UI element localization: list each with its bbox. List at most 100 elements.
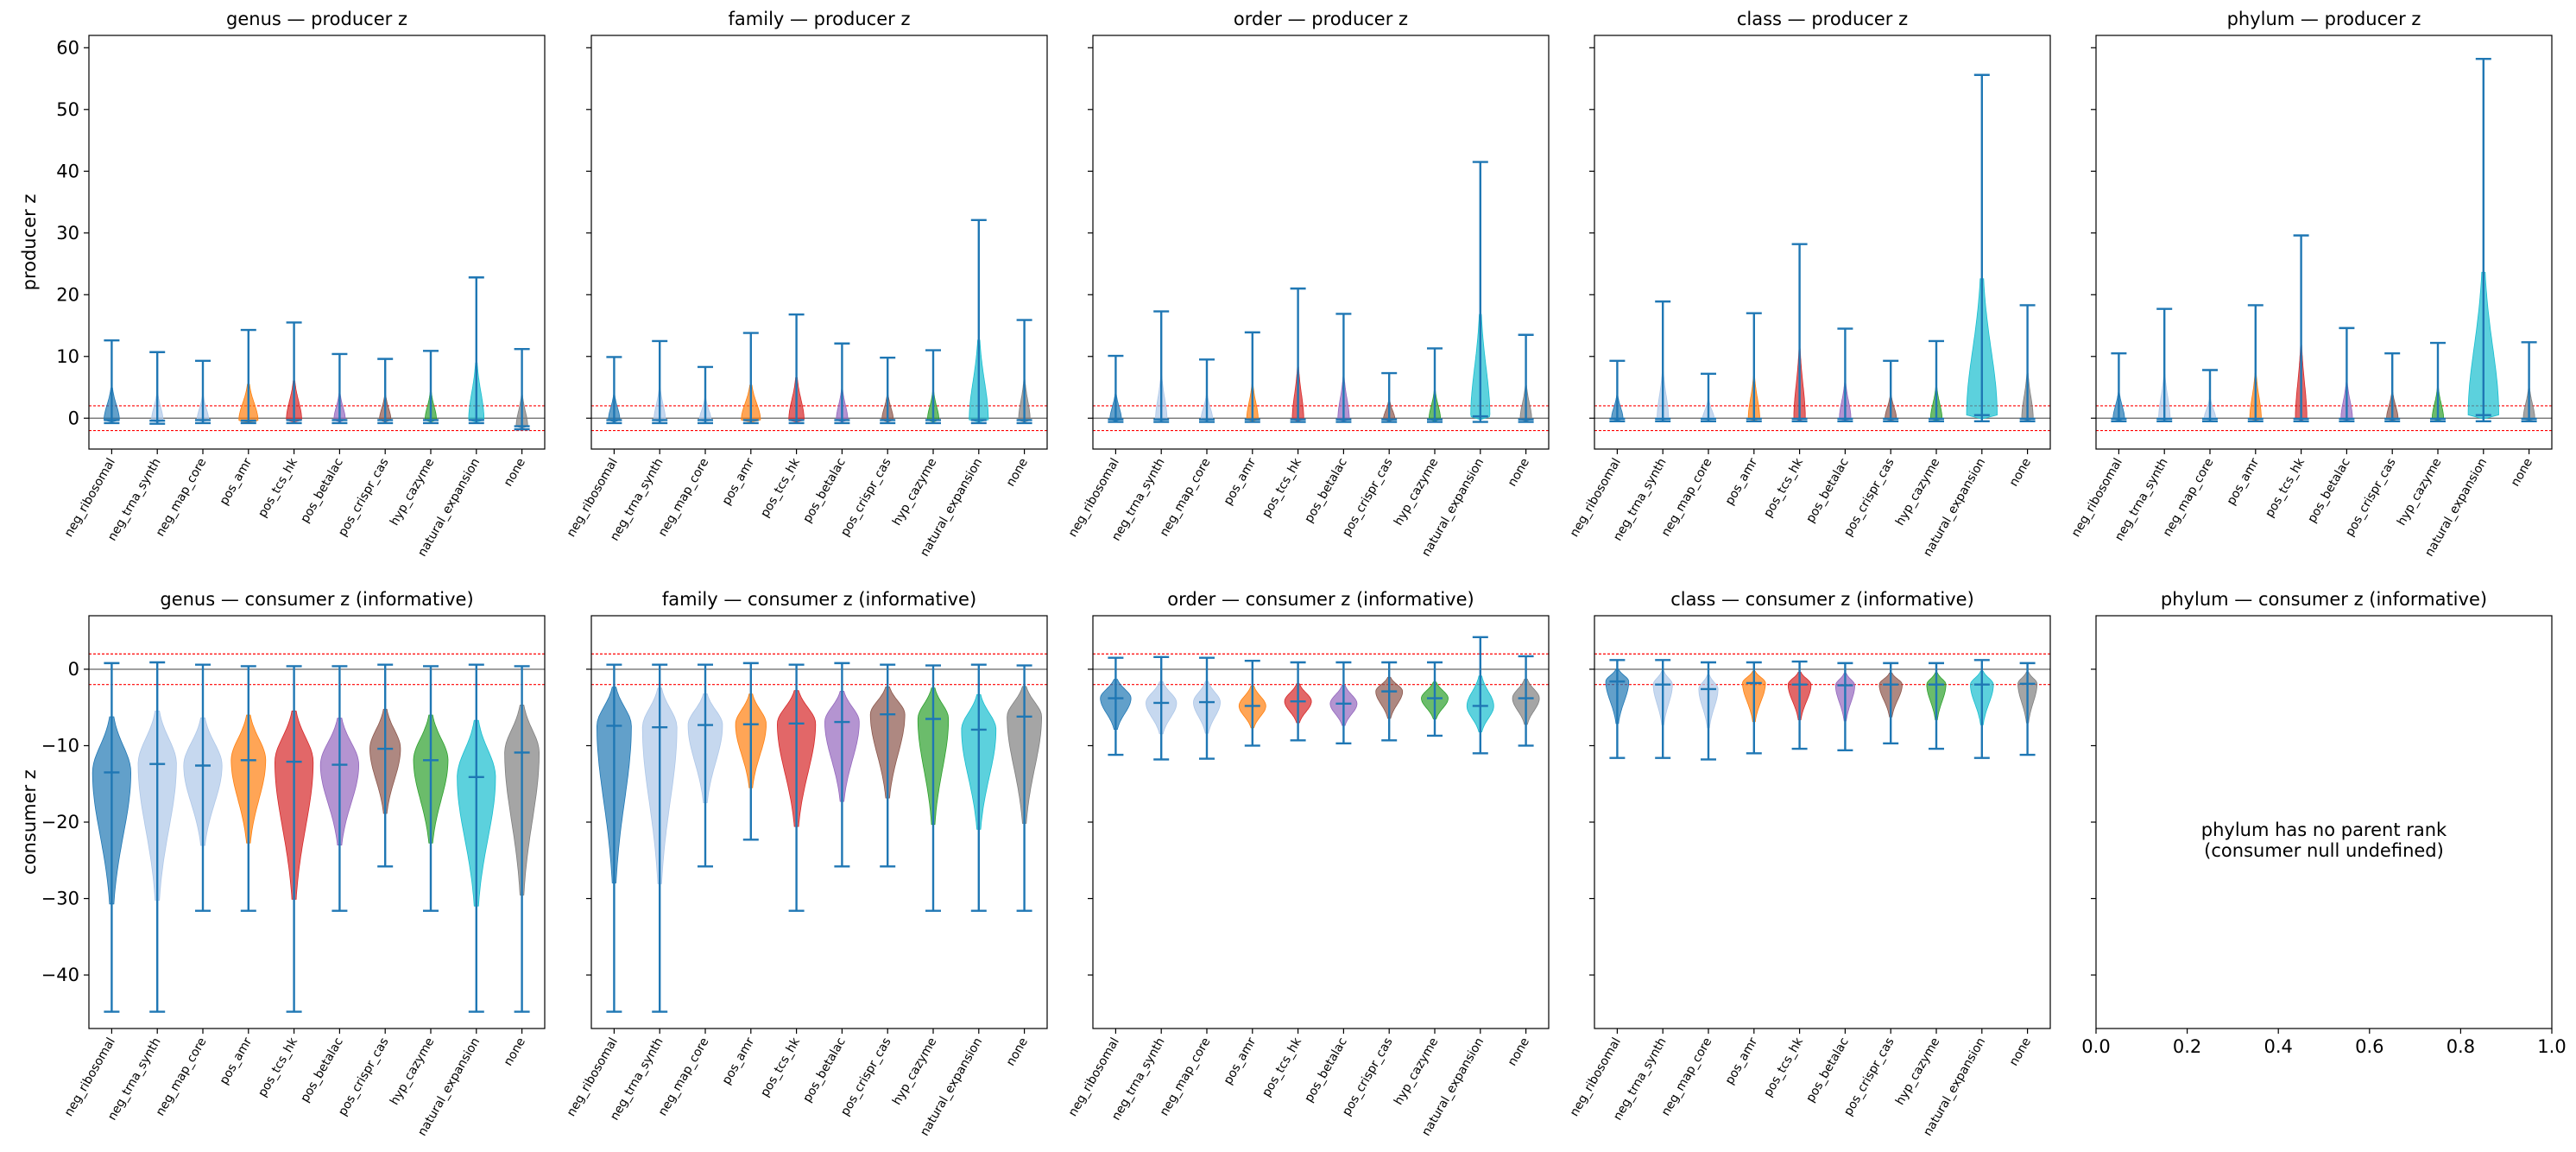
y-tick-label: 60 [56,37,79,58]
x-tick-label: 0.8 [2447,1036,2475,1057]
x-tick-label: pos_betalac [1803,456,1852,525]
x-tick-label: pos_tcs_hk [256,1035,300,1099]
subplot-4: class — producer zneg_ribosomalneg_trna_… [1568,9,2051,559]
y-tick-label: 50 [56,99,79,120]
x-tick-label: none [1506,1035,1532,1068]
x-tick-label: hyp_cazyme [1893,1035,1942,1108]
subplot-title: phylum — consumer z (informative) [2161,589,2487,610]
x-tick-label: pos_betalac [1302,456,1350,525]
x-tick-label: pos_tcs_hk [758,455,803,520]
no-data-message: (consumer null undefined) [2204,840,2444,861]
x-tick-label: neg_map_core [656,456,712,539]
x-tick-label: hyp_cazyme [388,1035,437,1108]
subplot-title: genus — producer z [226,9,407,29]
x-tick-label: pos_tcs_hk [1761,1035,1806,1099]
x-tick-label: pos_amr [218,1035,256,1087]
x-tick-label: pos_amr [1222,1035,1260,1087]
x-tick-label: pos_betalac [298,1035,346,1105]
subplot-title: class — consumer z (informative) [1670,589,1974,610]
x-tick-label: pos_tcs_hk [1260,1035,1304,1099]
x-tick-label: hyp_cazyme [1893,456,1942,529]
y-tick-label: −40 [41,965,79,985]
x-tick-label: neg_map_core [1659,456,1715,539]
x-tick-label: pos_betalac [1803,1035,1852,1105]
axes-frame [1594,35,2051,450]
x-tick-label: neg_ribosomal [2069,456,2125,540]
x-tick-label: 1.0 [2537,1036,2566,1057]
x-tick-label: neg_map_core [1158,456,1214,539]
subplot-title: order — producer z [1234,9,1408,29]
x-tick-label: pos_betalac [800,1035,849,1105]
y-tick-label: −20 [41,812,79,832]
x-tick-label: none [2509,456,2535,489]
x-tick-label: 0.0 [2081,1036,2110,1057]
x-tick-label: 0.6 [2355,1036,2383,1057]
y-tick-label: 20 [56,284,79,305]
x-tick-label: pos_crispr_cas [2343,456,2399,539]
x-tick-label: pos_crispr_cas [336,1035,392,1118]
x-tick-label: pos_amr [218,456,256,508]
y-tick-label: −10 [41,735,79,756]
x-tick-label: neg_map_core [154,456,210,539]
axes-frame [88,35,546,450]
x-tick-label: none [2007,1035,2034,1068]
y-tick-label: 40 [56,161,79,181]
subplot-6: genus — consumer z (informative) −40 −30 −2… [19,589,546,1138]
y-tick-label: −30 [41,889,79,909]
subplot-1: genus — producer z 0 10 20 30 40 50 60 neg_ribos… [19,9,546,559]
x-tick-label: pos_amr [2225,456,2263,508]
x-tick-label: neg_map_core [2161,456,2217,539]
x-tick-label: none [502,456,528,489]
x-tick-label: pos_betalac [2305,456,2353,525]
x-tick-label: pos_tcs_hk [1260,455,1304,520]
subplot-title: class — producer z [1737,9,1908,29]
subplot-10: phylum — consumer z (informative) 0.0 0.2 0… [2081,589,2566,1057]
x-tick-label: pos_crispr_cas [1340,1035,1396,1118]
x-tick-label: hyp_cazyme [388,456,437,529]
y-axis-label: consumer z [19,769,40,875]
x-tick-label: pos_crispr_cas [838,1035,894,1118]
subplot-title: genus — consumer z (informative) [160,589,473,610]
x-tick-label: none [1004,456,1031,489]
x-tick-label: neg_ribosomal [1066,1035,1122,1119]
x-tick-label: hyp_cazyme [2395,456,2444,529]
axes-frame [2095,35,2553,450]
x-tick-label: none [1004,1035,1031,1068]
y-tick-label: 10 [56,346,79,367]
x-tick-label: 0.4 [2263,1036,2292,1057]
y-axis-label: producer z [19,194,40,291]
x-tick-label: neg_map_core [154,1035,210,1118]
y-tick-label: 30 [56,223,79,244]
subplot-7: family — consumer z (informative) neg_rib… [565,589,1048,1138]
x-tick-label: pos_betalac [298,456,346,525]
x-tick-label: pos_crispr_cas [838,456,894,539]
x-tick-label: hyp_cazyme [1392,456,1441,529]
subplot-title: phylum — producer z [2227,9,2421,29]
x-tick-label: pos_tcs_hk [256,455,300,520]
x-tick-label: neg_ribosomal [1568,456,1624,540]
x-tick-label: pos_crispr_cas [1340,456,1396,539]
x-tick-label: 0.2 [2173,1036,2201,1057]
subplot-8: order — consumer z (informative) neg_ribo… [1066,589,1550,1138]
y-tick-label: 0 [68,408,79,428]
no-data-message: phylum has no parent rank [2201,820,2447,840]
x-tick-label: hyp_cazyme [1392,1035,1441,1108]
subplot-title: order — consumer z (informative) [1167,589,1474,610]
x-tick-label: hyp_cazyme [890,1035,939,1108]
x-tick-label: pos_amr [1723,456,1761,508]
x-tick-label: neg_map_core [1158,1035,1214,1118]
x-tick-label: none [1506,456,1532,489]
x-tick-label: neg_map_core [1659,1035,1715,1118]
x-tick-label: pos_crispr_cas [336,456,392,539]
x-tick-label: pos_tcs_hk [1761,455,1806,520]
x-tick-label: pos_betalac [1302,1035,1350,1105]
x-tick-label: neg_ribosomal [565,456,621,540]
x-tick-label: pos_crispr_cas [1841,456,1897,539]
x-tick-label: pos_amr [1723,1035,1761,1087]
axes-frame [590,35,1048,450]
x-tick-label: hyp_cazyme [890,456,939,529]
subplot-2: family — producer zneg_ribosomalneg_trna… [565,9,1048,559]
x-tick-label: neg_map_core [656,1035,712,1118]
x-tick-label: pos_amr [1222,456,1260,508]
x-tick-label: neg_ribosomal [62,1035,118,1119]
